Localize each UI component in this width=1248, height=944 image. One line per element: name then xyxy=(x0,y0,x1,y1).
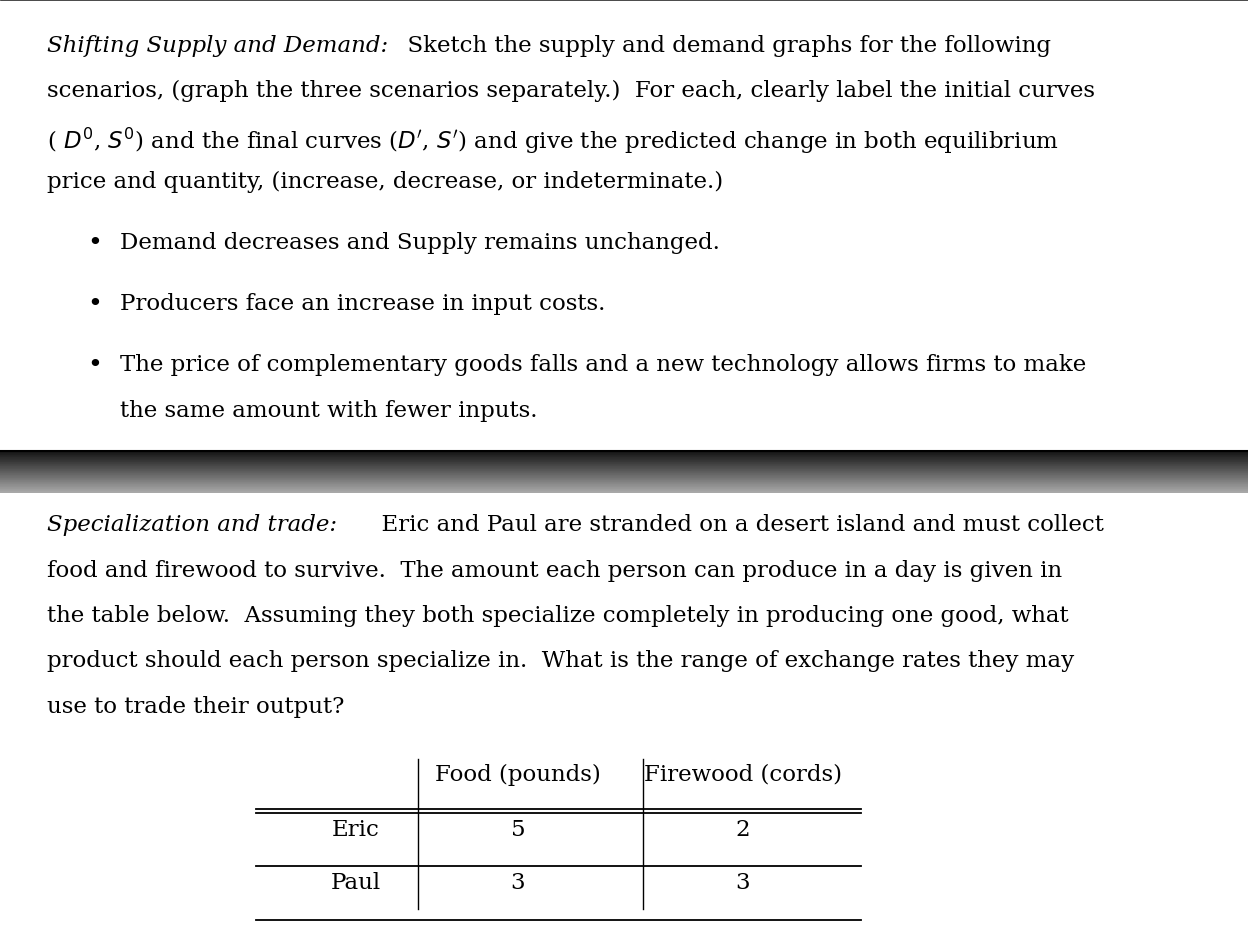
Text: the same amount with fewer inputs.: the same amount with fewer inputs. xyxy=(120,399,538,422)
Text: scenarios, (graph the three scenarios separately.)  For each, clearly label the : scenarios, (graph the three scenarios se… xyxy=(47,80,1096,102)
Text: Demand decreases and Supply remains unchanged.: Demand decreases and Supply remains unch… xyxy=(120,232,720,254)
Text: use to trade their output?: use to trade their output? xyxy=(47,696,344,717)
Text: 2: 2 xyxy=(735,818,750,841)
Text: •: • xyxy=(87,354,102,378)
Text: Eric: Eric xyxy=(332,818,379,841)
Text: Specialization and trade:: Specialization and trade: xyxy=(47,514,337,536)
Text: Paul: Paul xyxy=(331,872,381,894)
Text: ( $D^0$, $S^0$) and the final curves ($D'$, $S'$) and give the predicted change : ( $D^0$, $S^0$) and the final curves ($D… xyxy=(47,126,1060,156)
Text: Food (pounds): Food (pounds) xyxy=(436,764,600,785)
Text: •: • xyxy=(87,294,102,316)
Text: Firewood (cords): Firewood (cords) xyxy=(644,764,841,785)
Text: price and quantity, (increase, decrease, or indeterminate.): price and quantity, (increase, decrease,… xyxy=(47,171,724,193)
Text: 5: 5 xyxy=(510,818,525,841)
Text: 3: 3 xyxy=(510,872,525,894)
Text: food and firewood to survive.  The amount each person can produce in a day is gi: food and firewood to survive. The amount… xyxy=(47,560,1062,582)
Text: the table below.  Assuming they both specialize completely in producing one good: the table below. Assuming they both spec… xyxy=(47,605,1070,627)
Text: Sketch the supply and demand graphs for the following: Sketch the supply and demand graphs for … xyxy=(393,35,1051,57)
Text: Shifting Supply and Demand:: Shifting Supply and Demand: xyxy=(47,35,388,57)
Text: Producers face an increase in input costs.: Producers face an increase in input cost… xyxy=(120,294,605,315)
Text: product should each person specialize in.  What is the range of exchange rates t: product should each person specialize in… xyxy=(47,650,1075,672)
Text: Eric and Paul are stranded on a desert island and must collect: Eric and Paul are stranded on a desert i… xyxy=(367,514,1104,536)
Text: The price of complementary goods falls and a new technology allows firms to make: The price of complementary goods falls a… xyxy=(120,354,1086,377)
Text: •: • xyxy=(87,232,102,255)
Text: 3: 3 xyxy=(735,872,750,894)
